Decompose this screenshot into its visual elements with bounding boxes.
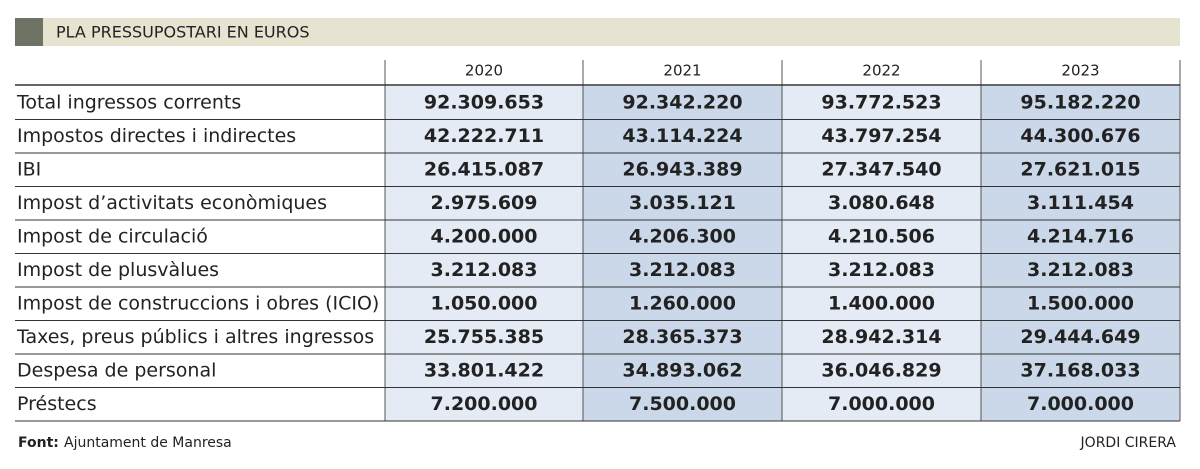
cell-value: 27.621.015 [1020, 158, 1140, 180]
cell-value: 4.206.300 [629, 225, 736, 247]
credit: JORDI CIRERA [1080, 435, 1177, 451]
cell-value: 3.035.121 [629, 192, 736, 214]
cell-value: 28.365.373 [622, 326, 742, 348]
cell-value: 3.212.083 [629, 259, 736, 281]
column-header: 2023 [1061, 62, 1099, 80]
cell-value: 25.755.385 [424, 326, 544, 348]
row-label: Despesa de personal [17, 359, 216, 381]
row-label: Impost de plusvàlues [17, 259, 219, 281]
cell-value: 4.200.000 [431, 225, 538, 247]
cell-value: 43.797.254 [821, 125, 941, 147]
cell-value: 92.342.220 [622, 91, 742, 113]
cell-value: 2.975.609 [431, 192, 538, 214]
row-label: Impost d’activitats econòmiques [17, 192, 327, 214]
cell-value: 36.046.829 [821, 359, 941, 381]
cell-value: 3.212.083 [431, 259, 538, 281]
cell-value: 44.300.676 [1020, 125, 1140, 147]
column-header: 2021 [663, 62, 701, 80]
column-header: 2020 [465, 62, 503, 80]
row-label: Préstecs [17, 393, 97, 415]
cell-value: 26.415.087 [424, 158, 544, 180]
row-label: Impost de circulació [17, 225, 208, 247]
cell-value: 27.347.540 [821, 158, 941, 180]
table: 2020 2021 2022 2023 Total ingressos corrents… [15, 60, 1181, 422]
cell-value: 4.210.506 [828, 225, 935, 247]
cell-value: 3.212.083 [828, 259, 935, 281]
cell-value: 33.801.422 [424, 359, 544, 381]
title-square [15, 18, 43, 46]
cell-value: 4.214.716 [1027, 225, 1134, 247]
cell-value: 3.111.454 [1027, 192, 1134, 214]
cell-value: 3.080.648 [828, 192, 935, 214]
cell-value: 7.000.000 [1027, 393, 1134, 415]
cell-value: 1.500.000 [1027, 292, 1134, 314]
title: PLA PRESSUPOSTARI EN EUROS [56, 23, 310, 42]
cell-value: 29.444.649 [1020, 326, 1140, 348]
column-header: 2022 [862, 62, 900, 80]
cell-value: 37.168.033 [1020, 359, 1140, 381]
row-label: IBI [17, 158, 41, 180]
cell-value: 42.222.711 [424, 125, 544, 147]
cell-value: 26.943.389 [622, 158, 742, 180]
cell-value: 93.772.523 [821, 91, 941, 113]
row-label: Impost de construccions i obres (ICIO) [17, 292, 379, 314]
source-label: Font: [18, 435, 59, 451]
cell-value: 1.260.000 [629, 292, 736, 314]
cell-value: 1.400.000 [828, 292, 935, 314]
row-label: Taxes, preus públics i altres ingressos [16, 326, 374, 348]
cell-value: 7.000.000 [828, 393, 935, 415]
cell-value: 7.500.000 [629, 393, 736, 415]
cell-value: 1.050.000 [431, 292, 538, 314]
cell-value: 92.309.653 [424, 91, 544, 113]
cell-value: 28.942.314 [821, 326, 941, 348]
row-label: Impostos directes i indirectes [17, 125, 296, 147]
cell-value: 34.893.062 [622, 359, 742, 381]
row-label: Total ingressos corrents [16, 91, 241, 113]
cell-value: 95.182.220 [1020, 91, 1140, 113]
cell-value: 7.200.000 [431, 393, 538, 415]
cell-value: 3.212.083 [1027, 259, 1134, 281]
source: Ajuntament de Manresa [64, 435, 232, 451]
title-bar [15, 18, 1180, 46]
cell-value: 43.114.224 [622, 125, 742, 147]
